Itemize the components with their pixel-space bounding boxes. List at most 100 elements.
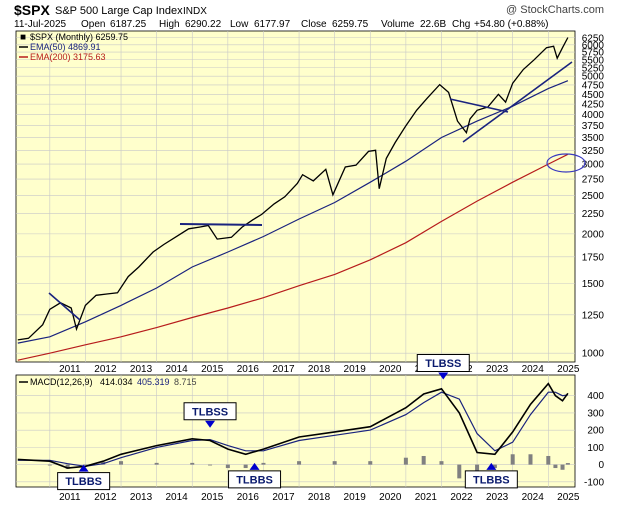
price-tick-label: 2000 [582,229,605,240]
macd-x-tick-label: 2012 [94,492,117,503]
macd-tick-label: 300 [587,408,604,419]
histogram-bar [510,454,515,465]
macd-y-axis: -100 0 100 200 300 400 [584,391,604,488]
macd-tick-label: 100 [587,443,604,454]
open-value: 6187.25 [110,19,147,30]
histogram-bar [47,464,52,466]
signal-line [17,391,568,467]
price-tick-label: 4250 [582,100,605,111]
histogram-bar [297,461,302,465]
chg-label: Chg [452,19,470,30]
histogram-bar [421,455,426,465]
annotation-arrow [205,420,216,428]
macd-x-tick-label: 2016 [237,492,260,503]
price-x-tick-label: 2019 [344,364,367,375]
price-x-axis: 2011 2012 2013 2014 2015 2016 2017 2018 2019 2020… [59,364,580,375]
annotation-label: TLBSS [425,358,461,370]
price-x-tick-label: 2024 [522,364,545,375]
annotation-box [416,354,470,373]
annotation-arrow [438,372,449,380]
macd-x-tick-label: 2022 [450,492,473,503]
legend-ema200: EMA(200) 3175.63 [30,52,106,62]
histogram-bar [190,462,195,465]
quote-date: 11-Jul-2025 [14,19,67,30]
annotation-label: TLBBS [65,476,102,488]
histogram-bar [261,462,266,465]
price-tick-label: 1500 [582,279,605,290]
price-x-tick-label: 2014 [166,364,189,375]
histogram-bar [332,461,337,465]
macd-line [17,382,569,469]
macd-legend-label: MACD(12,26,9) [30,377,93,387]
histogram-bar [528,454,533,465]
macd-grid [16,375,575,487]
price-tick-label: 5750 [582,48,605,59]
low-value: 6177.97 [254,19,291,30]
annotation-box [183,402,237,421]
price-y-axis: 1000 1250 1500 1750 2000 2250 2500 2750 3000 3250… [582,33,605,359]
histogram-bar [560,464,565,470]
macd-x-tick-label: 2021 [415,492,438,503]
macd-x-tick-label: 2017 [272,492,295,503]
low-label: Low [230,19,249,30]
annotation-label: TLBSS [192,406,228,418]
price-tick-label: 2500 [582,191,605,202]
macd-x-tick-label: 2018 [308,492,331,503]
symbol-title: $SPX [14,2,50,18]
histogram-bar [243,464,248,469]
price-tick-label: 4500 [582,90,605,101]
price-tick-label: 5250 [582,63,605,74]
legend-ema50: EMA(50) 4869.91 [30,42,101,52]
price-tick-label: 6250 [582,33,605,44]
macd-tick-label: 400 [587,391,604,402]
trendline-2011 [48,292,81,321]
trendlines [48,61,586,321]
price-x-tick-label: 2016 [237,364,260,375]
price-tick-label: 4000 [582,110,605,121]
price-x-tick-label: 2023 [486,364,509,375]
macd-panel [15,374,576,488]
price-x-tick-label: 2015 [201,364,224,375]
annotation-arrow [249,462,260,470]
price-tick-label: 5000 [582,72,605,83]
annotation-arrow [486,462,497,470]
price-tick-label: 3750 [582,121,605,132]
annotation-box [228,470,282,489]
macd-tick-label: 0 [598,460,604,471]
price-panel [15,30,576,363]
price-tick-label: 3250 [582,146,605,157]
macd-x-tick-label: 2011 [59,492,81,503]
macd-legend-signal: 405.319 [137,377,170,387]
price-grid [16,31,575,362]
price-tick-label: 1000 [582,349,605,360]
price-x-tick-label: 2025 [557,364,580,375]
histogram-bar [492,464,497,469]
chg-value: +54.80 (+0.88%) [474,19,549,30]
macd-x-tick-label: 2015 [201,492,224,503]
quote-line: 11-Jul-2025 Open 6187.25 High 6290.22 Lo… [14,19,549,30]
histogram-bar [553,464,558,469]
price-x-tick-label: 2013 [130,364,153,375]
annotation-label: TLBBS [236,474,273,486]
histogram-bar [403,457,408,465]
price-x-tick-label: 2011 [59,364,81,375]
price-tick-label: 6000 [582,40,605,51]
price-line [17,37,569,341]
macd-x-tick-label: 2024 [522,492,545,503]
price-tick-label: 1750 [582,252,605,263]
volume-label: Volume [381,19,415,30]
price-x-tick-label: 2012 [94,364,117,375]
resistance-line-2015 [179,223,263,226]
histogram-bar [65,464,70,469]
macd-legend-macd: 414.034 [100,377,133,387]
trendline-2022 [449,98,509,113]
macd-x-tick-label: 2020 [379,492,402,503]
signal-annotations: TLBBS TLBSS TLBBS TLBSS TLBBS [57,354,518,491]
histogram-bar [225,464,230,469]
macd-tick-label: 200 [587,426,604,437]
histogram-bar [546,455,551,465]
price-tick-label: 3500 [582,133,605,144]
ema200-line [17,153,569,361]
annotation-box [57,472,111,491]
